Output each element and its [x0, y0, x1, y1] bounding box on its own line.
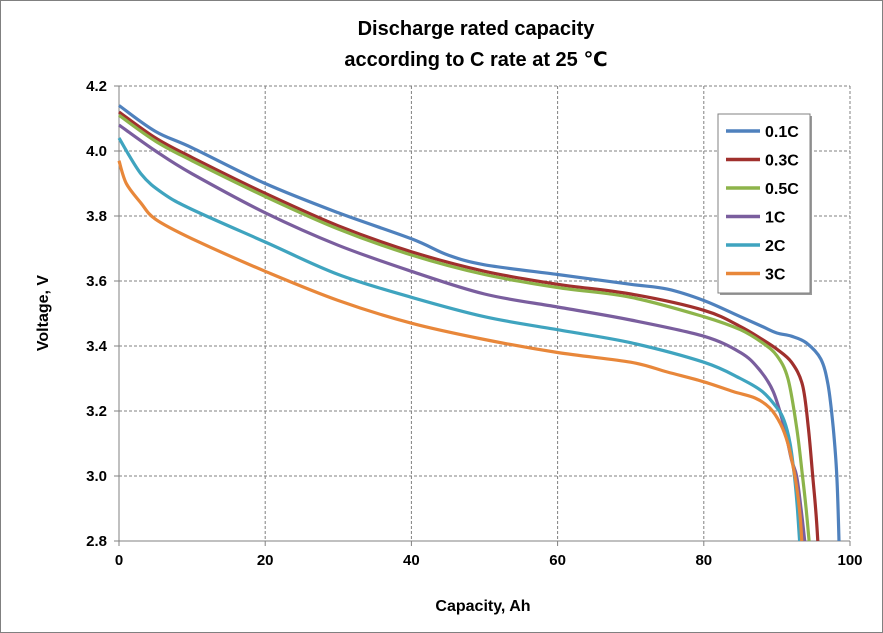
- series-line-3c: [117, 160, 804, 542]
- x-tick-label: 80: [695, 552, 712, 569]
- y-tick-label: 4.0: [86, 143, 107, 160]
- legend: 0.1C 0.3C 0.5C 1C 2C 3C: [717, 113, 812, 295]
- legend-box: [717, 113, 811, 294]
- tick-labels: 0 20 40 60 80 100 2.8 3.0 3.2 3.4 3.6 3.8 4.0 4.2: [86, 78, 862, 569]
- y-tick-label: 3.6: [86, 273, 107, 290]
- chart-title-line-1: Discharge rated capacity: [358, 18, 596, 40]
- y-tick-label: 4.2: [86, 78, 107, 95]
- legend-label: 0.3C: [765, 153, 799, 170]
- series-line-0-5c: [118, 113, 811, 542]
- x-tick-label: 60: [549, 552, 566, 569]
- legend-label: 0.1C: [765, 124, 799, 141]
- x-tick-label: 0: [115, 552, 123, 569]
- y-axis-title: Voltage, V: [35, 275, 52, 351]
- y-tick-label: 2.8: [86, 533, 107, 550]
- grid: [119, 85, 851, 541]
- x-tick-label: 20: [257, 552, 274, 569]
- x-tick-label: 40: [403, 552, 420, 569]
- legend-label: 1C: [765, 210, 786, 227]
- series-line-0-1c: [118, 104, 841, 542]
- y-tick-label: 3.4: [86, 338, 108, 355]
- series-layer: [117, 104, 841, 542]
- legend-label: 3C: [765, 267, 786, 284]
- y-tick-label: 3.2: [86, 403, 107, 420]
- legend-label: 2C: [765, 238, 786, 255]
- series-line-0-3c: [118, 110, 820, 542]
- y-tick-label: 3.8: [86, 208, 107, 225]
- legend-label: 0.5C: [765, 181, 799, 198]
- x-tick-label: 100: [837, 552, 862, 569]
- series-line-2c: [117, 137, 802, 542]
- y-tick-label: 3.0: [86, 468, 107, 485]
- x-axis-title: Capacity, Ah: [435, 598, 530, 615]
- chart-title-line-2: according to C rate at 25 ℃: [344, 49, 607, 71]
